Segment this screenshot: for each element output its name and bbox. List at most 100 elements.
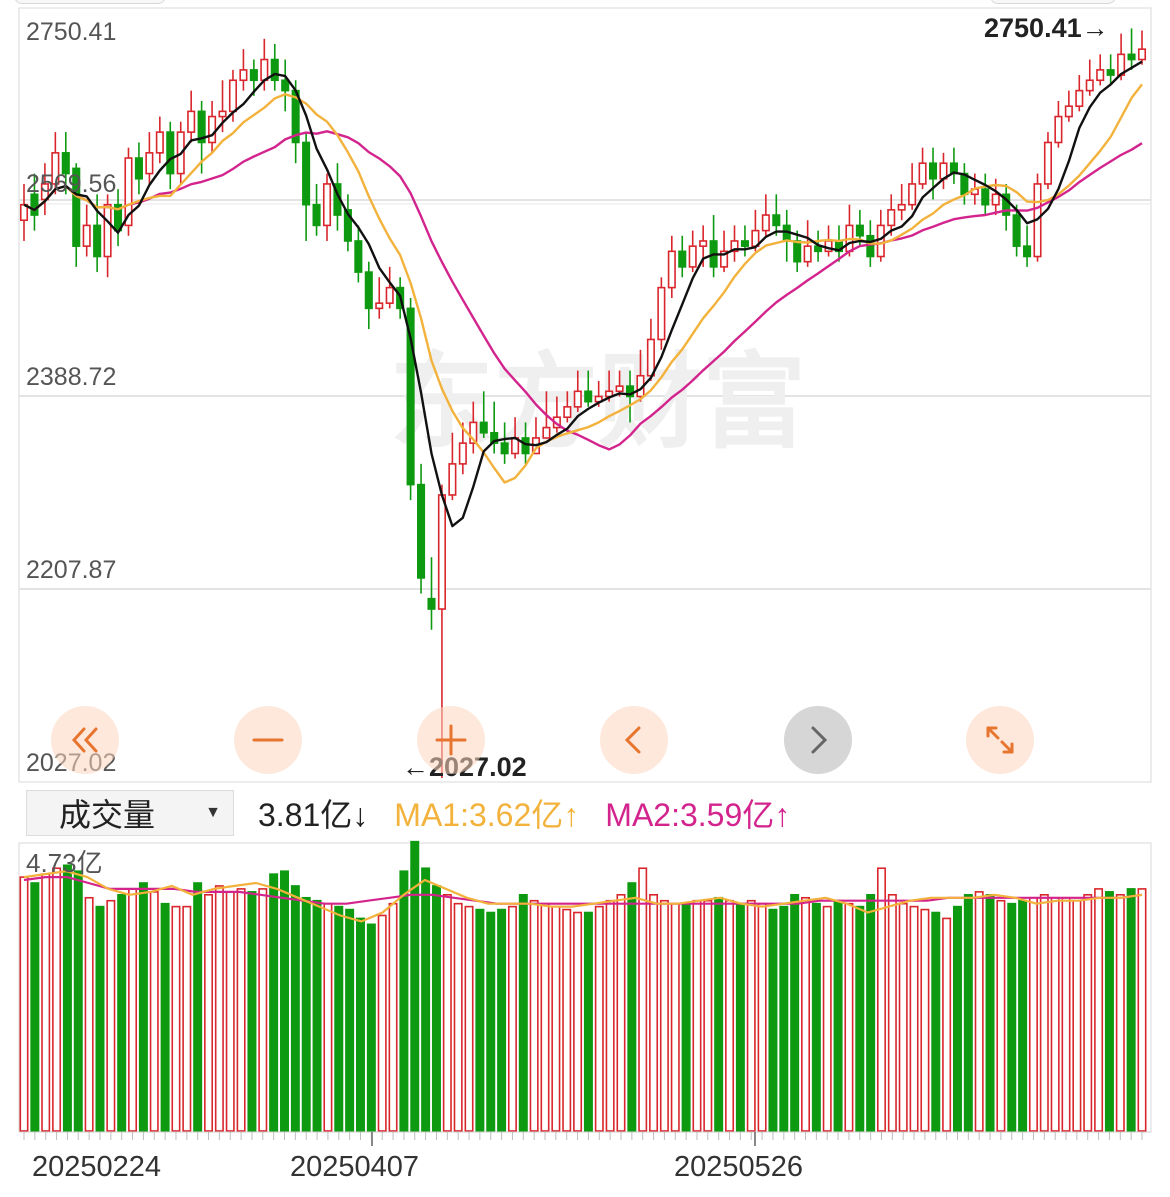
volume-bar xyxy=(942,917,952,1132)
candle-body xyxy=(772,214,781,227)
candle-body xyxy=(103,203,112,258)
candle-body xyxy=(803,245,812,263)
volume-bar xyxy=(920,908,930,1132)
top-tab-edge xyxy=(14,0,166,4)
volume-bar xyxy=(605,899,615,1132)
volume-bar xyxy=(128,888,138,1132)
volume-bar xyxy=(952,905,962,1132)
volume-bar xyxy=(877,867,886,1132)
candle-body xyxy=(928,162,938,180)
candle-body xyxy=(991,193,1000,206)
candle-body xyxy=(490,431,499,444)
volume-bar xyxy=(171,905,181,1132)
candle-body xyxy=(981,188,990,206)
volume-bar xyxy=(1115,894,1125,1132)
candle-body xyxy=(657,286,666,341)
volume-bar xyxy=(421,867,431,1132)
volume-bar xyxy=(453,902,463,1132)
candle-body xyxy=(19,203,29,222)
zoom-out-button[interactable] xyxy=(234,706,302,774)
y-tick-label-2: 2569.56 xyxy=(26,170,116,198)
candle-body xyxy=(688,245,697,268)
candle-body xyxy=(1043,141,1053,185)
volume-bar xyxy=(1083,894,1093,1132)
volume-bar xyxy=(1072,899,1082,1132)
candle-body xyxy=(1002,193,1011,216)
chevron-left-icon xyxy=(624,726,641,754)
volume-bar xyxy=(822,905,832,1132)
volume-bar xyxy=(573,911,583,1132)
volume-bar xyxy=(149,891,159,1132)
candle-body xyxy=(51,152,60,185)
candle-body xyxy=(218,110,227,118)
volume-bar xyxy=(182,905,192,1132)
indicator-select[interactable]: 成交量 ▼ xyxy=(26,790,234,836)
prev-button[interactable] xyxy=(600,706,668,774)
candle-body xyxy=(124,157,133,227)
next-button[interactable] xyxy=(784,706,852,774)
candle-body xyxy=(155,131,164,154)
volume-bar xyxy=(204,894,214,1132)
candle-body xyxy=(239,69,248,82)
volume-bar xyxy=(1028,896,1038,1132)
volume-bar xyxy=(985,894,995,1132)
candle-body xyxy=(761,214,770,232)
high-annotation: 2750.41→ xyxy=(984,13,1109,43)
volume-bar xyxy=(1050,896,1060,1132)
volume-bar xyxy=(464,905,474,1132)
volume-bar xyxy=(269,873,279,1132)
volume-bar xyxy=(225,891,235,1132)
x-tick-label-3: 20250526 xyxy=(674,1151,803,1183)
candle-body xyxy=(542,426,551,439)
volume-bar xyxy=(638,867,648,1132)
volume-bar xyxy=(746,899,756,1132)
candle-body xyxy=(1085,79,1094,92)
ma10-line xyxy=(23,83,1143,484)
candle-body xyxy=(187,110,196,133)
volume-bar xyxy=(52,867,62,1132)
moving-average-lines xyxy=(23,60,1143,528)
ma5-line xyxy=(23,60,1143,528)
volume-bar xyxy=(931,911,941,1132)
zoom-in-button[interactable] xyxy=(417,706,485,774)
candle-body xyxy=(1012,214,1021,247)
fast-back-button[interactable] xyxy=(51,706,119,774)
volume-bar xyxy=(497,908,507,1132)
volume-ma1: MA1:3.62亿↑ xyxy=(394,797,580,833)
volume-bar xyxy=(1039,894,1049,1132)
volume-bar xyxy=(1018,899,1028,1132)
expand-button[interactable] xyxy=(966,706,1034,774)
volume-bar xyxy=(377,914,387,1132)
candle-body xyxy=(908,183,917,206)
candle-body xyxy=(458,442,467,465)
candle-body xyxy=(730,240,739,253)
volume-legend: 3.81亿↓ MA1:3.62亿↑ MA2:3.59亿↑ xyxy=(258,790,794,836)
volume-bar xyxy=(106,899,116,1132)
indicator-select-label: 成交量 xyxy=(59,797,156,833)
candle-body xyxy=(521,437,530,455)
volume-bar xyxy=(323,902,333,1132)
candle-body xyxy=(625,385,635,398)
candle-body xyxy=(855,224,864,237)
volume-bar xyxy=(214,885,224,1132)
volume-bar xyxy=(594,905,604,1132)
y-tick-label-3: 2388.72 xyxy=(26,363,116,391)
candle-body xyxy=(72,167,81,247)
candle-body xyxy=(197,110,206,144)
candle-body xyxy=(793,240,802,263)
x-tick-label-2: 20250407 xyxy=(290,1151,419,1183)
volume-bar xyxy=(280,870,289,1132)
volume-bar xyxy=(996,899,1006,1132)
volume-bar xyxy=(518,894,528,1132)
candle-body xyxy=(249,69,258,82)
candle-body xyxy=(740,240,749,247)
volume-bar xyxy=(399,870,409,1132)
candle-body xyxy=(1137,48,1147,61)
candle-body xyxy=(667,250,676,289)
volume-bar xyxy=(768,908,778,1132)
volume-bar xyxy=(117,894,127,1132)
volume-bar xyxy=(442,894,452,1132)
y-tick-label-4: 2207.87 xyxy=(26,556,116,584)
candle-body xyxy=(887,209,896,227)
